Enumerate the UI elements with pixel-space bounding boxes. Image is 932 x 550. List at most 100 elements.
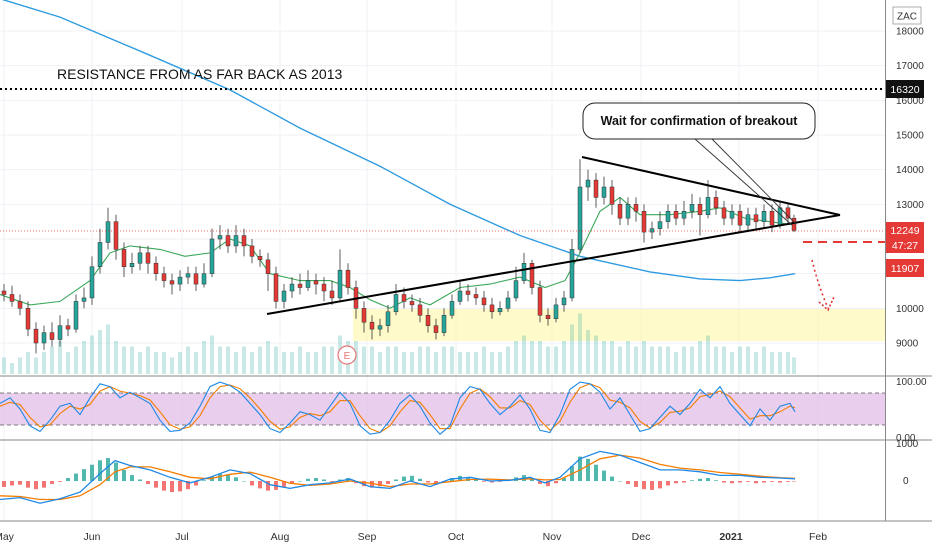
candle-74 — [585, 169, 591, 201]
grid-lines — [0, 0, 885, 521]
candle-47 — [369, 315, 375, 340]
candle-66 — [521, 252, 527, 285]
volume-bar-75 — [602, 341, 606, 374]
candle-35 — [273, 266, 279, 309]
macd-hist-bar-79 — [634, 481, 638, 487]
macd-hist-bar-20 — [162, 481, 166, 491]
earnings-marker-letter: E — [344, 351, 351, 362]
macd-hist-bar-3 — [26, 481, 30, 488]
earnings-marker[interactable]: E — [337, 345, 357, 365]
price-axis[interactable]: 9000100001100012000130001400015000160001… — [896, 27, 924, 350]
macd-hist-bar-35 — [282, 481, 286, 487]
candle-21 — [161, 266, 167, 288]
macd-hist-bar-93 — [746, 481, 750, 482]
candle-48 — [377, 318, 383, 337]
macd-tick-0: 0 — [903, 476, 909, 487]
triangle-upper-trendline — [581, 156, 841, 216]
macd-hist-bar-31 — [250, 481, 254, 486]
volume-bar-10 — [82, 341, 86, 374]
macd-hist-bar-11 — [90, 464, 94, 481]
price-tick-18000: 18000 — [896, 27, 924, 38]
triangle-lower-trendline — [266, 214, 841, 315]
time-axis[interactable]: May Jun Jul Aug Sep Oct Nov Dec 2021 Feb — [0, 531, 827, 543]
volume-bar-39 — [314, 352, 318, 374]
candle-46 — [361, 301, 367, 333]
macd-hist-bar-92 — [738, 481, 742, 483]
macd-hist-bar-81 — [650, 481, 654, 490]
volume-bar-17 — [138, 352, 142, 374]
macd-hist-bar-73 — [586, 458, 590, 481]
volume-bar-86 — [690, 346, 694, 374]
volume-bar-9 — [74, 346, 78, 374]
bar-countdown: 47:27 — [892, 240, 918, 252]
macd-hist-bar-22 — [178, 481, 182, 492]
macd-hist-bar-74 — [594, 464, 598, 481]
candle-2 — [9, 285, 15, 307]
volume-bar-72 — [578, 313, 582, 374]
macd-hist-bar-80 — [642, 481, 646, 490]
macd-hist-bar-2 — [18, 481, 22, 485]
volume-bar-19 — [154, 352, 158, 374]
volume-bar-58 — [466, 352, 470, 374]
candle-85 — [673, 204, 679, 226]
macd-hist-bar-89 — [714, 480, 718, 481]
symbol-badge[interactable]: ZAC — [892, 6, 922, 25]
candle-79 — [625, 197, 631, 226]
candle-44 — [345, 263, 351, 295]
candle-94 — [745, 207, 751, 233]
volume-bar-67 — [538, 341, 542, 374]
candle-76 — [601, 176, 607, 205]
price-tick-9000: 9000 — [896, 339, 919, 350]
candle-82 — [649, 221, 655, 239]
volume-bar-78 — [626, 341, 630, 374]
candle-28 — [217, 225, 223, 250]
macd-hist-bar-29 — [234, 477, 238, 481]
candle-54 — [425, 308, 431, 333]
macd-hist-bar-33 — [266, 481, 270, 491]
volume-bar-81 — [650, 346, 654, 374]
macd-hist-bar-16 — [130, 475, 134, 481]
ma200-line — [1, 0, 796, 282]
macd-hist-bar-13 — [106, 458, 110, 481]
macd-hist-bar-84 — [674, 481, 678, 484]
macd-hist-bar-87 — [698, 478, 702, 481]
support-price-badge: 11907 — [886, 259, 924, 277]
volume-bar-91 — [730, 352, 734, 374]
volume-bar-63 — [506, 346, 510, 374]
candle-62 — [489, 297, 495, 319]
candle-17 — [129, 252, 135, 274]
macd-hist-bar-9 — [74, 473, 78, 481]
candle-87 — [689, 193, 695, 219]
volume-bar-59 — [474, 352, 478, 374]
macd-hist-bar-27 — [218, 473, 222, 481]
macd-hist-bar-85 — [682, 481, 686, 483]
candle-53 — [417, 297, 423, 323]
candle-49 — [385, 304, 391, 333]
macd-hist-bar-78 — [626, 481, 630, 484]
candle-63 — [497, 301, 503, 316]
candle-68 — [537, 280, 543, 323]
time-tick-oct: Oct — [448, 531, 464, 543]
price-tick-14000: 14000 — [896, 165, 924, 176]
macd-hist-bar-50 — [402, 476, 406, 481]
candle-95 — [753, 207, 759, 229]
candle-55 — [433, 318, 439, 340]
target-zone — [353, 309, 885, 341]
macd-hist-bar-77 — [618, 481, 622, 482]
macd-hist-bar-7 — [58, 481, 62, 482]
macd-hist-bar-30 — [242, 481, 246, 482]
candle-67 — [529, 259, 535, 295]
candle-23 — [177, 270, 183, 291]
volume-bar-3 — [26, 352, 30, 374]
candle-91 — [721, 200, 727, 226]
candle-57 — [449, 294, 455, 319]
volume-bar-0 — [2, 357, 6, 374]
volume-bar-57 — [458, 352, 462, 374]
macd-hist-bar-95 — [762, 481, 766, 483]
candle-6 — [41, 325, 47, 350]
macd-hist-bar-38 — [306, 478, 310, 481]
time-tick-dec: Dec — [632, 531, 651, 543]
volume-bar-70 — [562, 341, 566, 374]
candle-56 — [441, 308, 447, 337]
